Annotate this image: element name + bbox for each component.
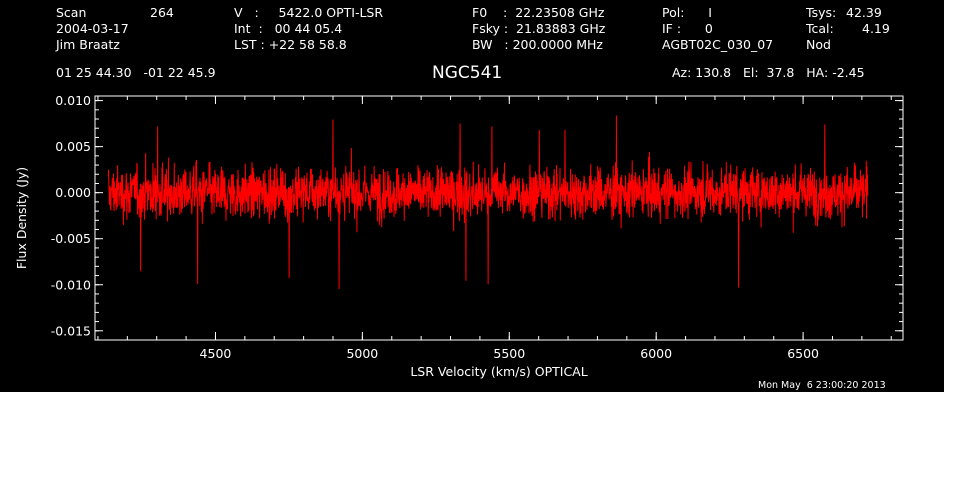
chart-title: NGC541 [432,63,503,83]
header-velocity: V : 5422.0 OPTI-LSR [234,5,384,20]
header-pol: Pol: I [662,5,712,20]
y-tick-label: 0.000 [55,185,91,200]
plot-frame [94,95,904,341]
y-tick-label: -0.005 [51,231,91,246]
y-tick-label: -0.015 [51,323,91,338]
x-tick-label: 6500 [787,346,819,361]
header-coordinates: 01 25 44.30 -01 22 45.9 [56,65,216,80]
spectrum-trace [107,115,869,290]
spectrum-chart: 0.010 0.005 0.000 -0.005 -0.010 -0.015 4500 50… [14,93,904,379]
header-bw: BW : 200.0000 MHz [472,37,603,52]
y-tick-label: 0.005 [55,139,91,154]
header-tcal-value: 4.19 [862,21,890,36]
y-tick-label: 0.010 [55,93,91,108]
header-pointing: Az: 130.8 El: 37.8 HA: -2.45 [672,65,865,80]
y-axis-ticks: 0.010 0.005 0.000 -0.005 -0.010 -0.015 [51,93,903,338]
x-tick-label: 4500 [200,346,232,361]
spectrum-trace-layer [107,115,869,290]
header-project: AGBT02C_030_07 [662,37,774,52]
timestamp: Mon May 6 23:00:20 2013 [758,380,886,391]
x-tick-label: 5500 [493,346,525,361]
header-fsky: Fsky : 21.83883 GHz [472,21,606,36]
header-date: 2004-03-17 [56,21,129,36]
header-int: Int : 00 44 05.4 [234,21,343,36]
y-tick-label: -0.010 [51,277,91,292]
header-proc: Nod [806,37,831,52]
header-tcal-label: Tcal: [806,21,834,36]
header-tsys-value: 42.39 [846,5,882,20]
header-f0: F0 : 22.23508 GHz [472,5,605,20]
x-axis-ticks: 4500 5000 5500 6000 6500 [97,96,892,361]
gbtidl-plot-panel: Scan 264 2004-03-17 Jim Braatz V : 5422.… [0,0,944,392]
y-axis-label: Flux Density (Jy) [14,167,29,269]
x-tick-label: 6000 [640,346,672,361]
header-if: IF : 0 [662,21,713,36]
x-axis-label: LSR Velocity (km/s) OPTICAL [410,364,587,379]
header-scan-label: Scan [56,5,87,20]
x-tick-label: 5000 [346,346,378,361]
header-tsys-label: Tsys: [806,5,837,20]
header-observer: Jim Braatz [56,37,120,52]
header-lst: LST : +22 58 58.8 [234,37,347,52]
header-scan-number: 264 [150,5,174,20]
